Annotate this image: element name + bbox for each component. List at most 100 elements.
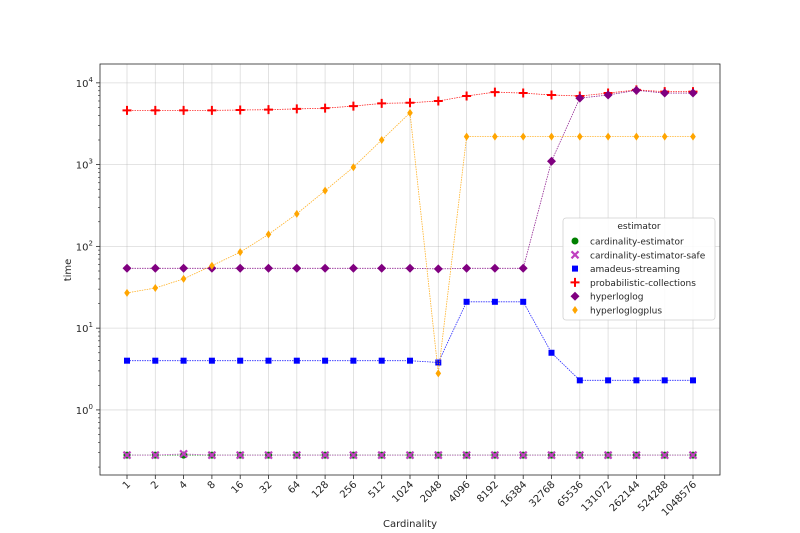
data-point-cardinality-estimator-safe: [264, 450, 273, 460]
data-point-probabilistic-collections: [405, 98, 415, 108]
x-tick-label: 32768: [527, 479, 557, 509]
data-point-hyperloglogplus: [435, 369, 442, 378]
data-point-amadeus-streaming: [293, 357, 300, 364]
data-point-amadeus-streaming: [322, 357, 329, 364]
data-point-cardinality-estimator-safe: [349, 450, 358, 460]
legend: estimator cardinality-estimator cardinalit…: [562, 217, 716, 321]
data-point-hyperloglog: [462, 263, 472, 273]
data-point-cardinality-estimator-safe: [122, 450, 132, 460]
x-tick-label: 4: [177, 479, 189, 491]
data-point-hyperloglogplus: [350, 163, 357, 172]
series-hyperloglogplus: [124, 108, 696, 378]
data-point-hyperloglog: [348, 263, 358, 273]
data-point-amadeus-streaming: [124, 357, 130, 364]
data-point-cardinality-estimator-safe: [434, 450, 443, 460]
x-tick-label: 16384: [499, 479, 529, 509]
y-tick-label: 102: [76, 239, 93, 253]
data-point-amadeus-streaming: [180, 357, 187, 364]
data-point-amadeus-streaming: [463, 298, 470, 305]
data-point-hyperloglog: [518, 263, 528, 273]
y-tick-label: 100: [76, 403, 93, 417]
data-point-cardinality-estimator-safe: [547, 450, 556, 460]
x-tick-label: 512: [367, 479, 388, 500]
data-point-amadeus-streaming: [690, 377, 696, 384]
data-point-amadeus-streaming: [407, 357, 413, 364]
data-point-hyperloglogplus: [265, 230, 272, 239]
data-point-cardinality-estimator-safe: [405, 450, 415, 460]
data-point-cardinality-estimator-safe: [320, 450, 330, 460]
data-point-probabilistic-collections: [518, 88, 528, 98]
legend-title: estimator: [617, 222, 661, 232]
data-point-hyperloglog: [575, 93, 585, 103]
legend-label: probabilistic-collections: [590, 279, 696, 289]
series-amadeus-streaming: [124, 298, 696, 384]
data-point-hyperloglogplus: [520, 132, 526, 141]
data-point-probabilistic-collections: [292, 104, 302, 114]
x-tick-label: 32: [258, 479, 275, 496]
data-point-amadeus-streaming: [237, 357, 244, 364]
data-point-hyperloglogplus: [152, 283, 159, 292]
data-point-hyperloglog: [547, 156, 556, 166]
data-point-probabilistic-collections: [433, 96, 443, 106]
data-point-probabilistic-collections: [348, 101, 358, 111]
data-point-hyperloglog: [405, 263, 415, 273]
x-tick-label: 4096: [447, 479, 473, 505]
data-point-hyperloglog: [264, 263, 273, 273]
data-point-hyperloglog: [150, 263, 160, 273]
data-point-cardinality-estimator-safe: [490, 450, 500, 460]
data-point-hyperloglogplus: [605, 132, 611, 141]
x-tick-label: 2048: [419, 479, 445, 505]
data-point-probabilistic-collections: [490, 87, 500, 97]
x-tick-label: 1024: [390, 479, 416, 505]
data-point-hyperloglogplus: [407, 108, 413, 117]
data-point-hyperloglog: [377, 263, 387, 273]
data-point-amadeus-streaming: [633, 377, 640, 384]
data-point-cardinality-estimator-safe: [660, 450, 669, 460]
data-point-cardinality-estimator-safe: [292, 450, 302, 460]
data-point-hyperloglog: [688, 88, 698, 98]
legend-label: hyperloglogplus: [590, 307, 662, 317]
data-point-cardinality-estimator-safe: [688, 450, 698, 460]
data-point-hyperloglogplus: [180, 274, 187, 283]
data-point-hyperloglog: [433, 264, 443, 274]
x-tick-label: 8192: [475, 479, 501, 505]
data-point-hyperloglogplus: [577, 132, 583, 141]
legend-marker-cardinality-estimator: [571, 237, 579, 245]
data-point-hyperloglog: [660, 88, 670, 98]
series-layer: [122, 85, 698, 460]
legend-box: [562, 217, 716, 321]
data-point-hyperloglogplus: [548, 132, 555, 141]
data-point-probabilistic-collections: [547, 90, 556, 100]
data-point-probabilistic-collections: [462, 91, 472, 101]
data-point-hyperloglog: [235, 263, 245, 273]
data-point-amadeus-streaming: [265, 357, 272, 364]
data-point-probabilistic-collections: [320, 103, 330, 113]
data-point-amadeus-streaming: [378, 357, 385, 364]
data-point-probabilistic-collections: [264, 105, 273, 115]
series-hyperloglog: [122, 85, 698, 274]
data-point-cardinality-estimator-safe: [575, 450, 585, 460]
data-point-cardinality-estimator-safe: [377, 450, 386, 460]
data-point-amadeus-streaming: [350, 357, 357, 364]
data-point-cardinality-estimator-safe: [179, 449, 188, 459]
data-point-cardinality-estimator-safe: [235, 450, 245, 460]
data-point-amadeus-streaming: [152, 357, 159, 364]
data-point-hyperloglogplus: [633, 132, 640, 141]
data-point-cardinality-estimator-safe: [632, 450, 641, 460]
data-point-amadeus-streaming: [491, 298, 498, 305]
y-tick-label: 101: [76, 321, 93, 335]
x-axis-label: Cardinality: [383, 519, 437, 530]
data-point-probabilistic-collections: [377, 98, 387, 108]
x-tick-label: 256: [338, 479, 359, 500]
data-point-cardinality-estimator-safe: [207, 450, 217, 460]
data-point-hyperloglogplus: [237, 248, 243, 257]
legend-label: cardinality-estimator-safe: [590, 251, 706, 261]
legend-label: hyperloglog: [590, 293, 643, 303]
data-point-cardinality-estimator-safe: [603, 450, 613, 460]
data-point-hyperloglogplus: [492, 132, 498, 141]
data-point-hyperloglog: [122, 263, 132, 273]
data-point-probabilistic-collections: [150, 105, 160, 115]
data-point-hyperloglogplus: [294, 209, 300, 218]
legend-marker-hyperloglog: [570, 291, 580, 301]
